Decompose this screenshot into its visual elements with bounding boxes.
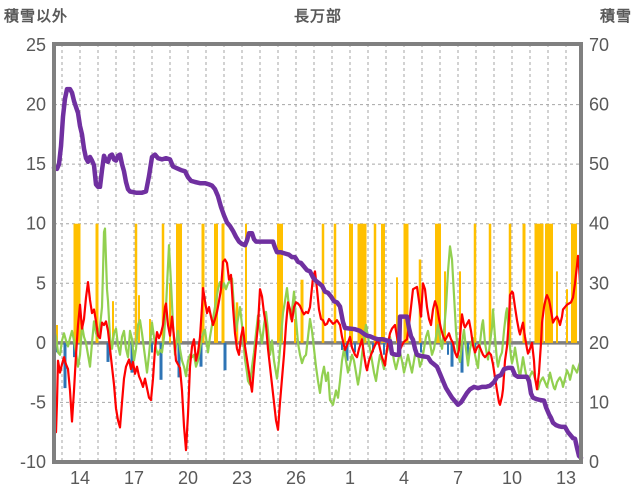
orange-bar bbox=[545, 223, 553, 343]
series-snow-depth bbox=[51, 86, 584, 461]
orange-bar bbox=[488, 223, 492, 343]
left-axis-tick: -10 bbox=[20, 452, 46, 472]
left-axis-tick: -5 bbox=[30, 392, 46, 412]
orange-bar bbox=[56, 324, 58, 343]
x-axis-tick: 26 bbox=[286, 468, 306, 488]
plot-border bbox=[52, 42, 583, 464]
orange-bar bbox=[138, 295, 140, 343]
blue-bar bbox=[460, 342, 464, 373]
orange-bar bbox=[169, 283, 171, 343]
orange-bar bbox=[245, 223, 247, 343]
x-axis-tick: 4 bbox=[399, 468, 409, 488]
blue-bar bbox=[345, 342, 349, 361]
orange-bar bbox=[522, 223, 526, 343]
blue-bar bbox=[354, 342, 356, 353]
orange-bar bbox=[556, 271, 558, 343]
orange-bar bbox=[473, 223, 477, 343]
orange-bar bbox=[566, 289, 568, 343]
blue-bar bbox=[223, 342, 227, 371]
right-axis-tick: 40 bbox=[589, 214, 609, 234]
orange-bar bbox=[344, 324, 346, 343]
blue-bar bbox=[63, 342, 67, 389]
orange-bar bbox=[459, 271, 461, 343]
orange-bar bbox=[508, 223, 512, 343]
blue-bar bbox=[450, 342, 454, 367]
x-axis-tick: 7 bbox=[453, 468, 463, 488]
orange-bar bbox=[321, 223, 325, 343]
series-red-series bbox=[52, 254, 583, 452]
x-axis-tick: 23 bbox=[232, 468, 252, 488]
right-axis-tick: 50 bbox=[589, 154, 609, 174]
right-axis-tick: 70 bbox=[589, 35, 609, 55]
series-green-series bbox=[52, 227, 583, 406]
orange-bar bbox=[294, 319, 296, 343]
x-axis-tick: 1 bbox=[345, 468, 355, 488]
blue-bar bbox=[199, 342, 203, 367]
orange-bar bbox=[95, 223, 99, 343]
orange-bar bbox=[149, 319, 151, 343]
orange-bar bbox=[396, 277, 398, 343]
orange-bar bbox=[373, 223, 377, 343]
orange-bar bbox=[73, 223, 81, 343]
orange-bar bbox=[112, 301, 114, 343]
x-axis-tick: 20 bbox=[178, 468, 198, 488]
left-axis-tick: 0 bbox=[36, 333, 46, 353]
x-axis-tick: 17 bbox=[124, 468, 144, 488]
right-axis-tick: 10 bbox=[589, 392, 609, 412]
blue-bar bbox=[383, 342, 385, 355]
left-axis-tick: 25 bbox=[26, 35, 46, 55]
orange-bar bbox=[201, 223, 205, 343]
left-axis-title: 積雪以外 bbox=[4, 8, 69, 25]
orange-bar bbox=[403, 223, 409, 343]
right-axis-tick: 0 bbox=[589, 452, 599, 472]
orange-bar bbox=[534, 223, 544, 343]
orange-bar bbox=[435, 223, 441, 343]
blue-bar bbox=[341, 342, 343, 351]
orange-bar bbox=[176, 223, 182, 343]
left-axis-tick: 5 bbox=[36, 273, 46, 293]
orange-bar bbox=[214, 223, 218, 343]
orange-bar bbox=[134, 223, 138, 343]
blue-bar bbox=[159, 342, 163, 380]
x-axis-tick: 13 bbox=[556, 468, 576, 488]
left-axis-tick: 15 bbox=[26, 154, 46, 174]
orange-bar bbox=[349, 223, 353, 343]
orange-bar bbox=[333, 223, 337, 343]
orange-bar bbox=[381, 223, 385, 343]
x-axis-tick: 14 bbox=[70, 468, 90, 488]
blue-bar bbox=[151, 342, 153, 353]
blue-bar bbox=[73, 342, 75, 358]
chart-title: 長万部 bbox=[293, 8, 342, 25]
right-axis-tick: 60 bbox=[589, 95, 609, 115]
orange-bar bbox=[357, 223, 367, 343]
blue-bar bbox=[467, 342, 469, 358]
blue-bar bbox=[420, 342, 422, 353]
blue-bar bbox=[177, 342, 181, 378]
blue-bar bbox=[106, 342, 110, 362]
right-axis-tick: 20 bbox=[589, 333, 609, 353]
blue-bar bbox=[130, 342, 134, 373]
left-axis-tick: 10 bbox=[26, 214, 46, 234]
left-axis-tick: 20 bbox=[26, 95, 46, 115]
right-axis-tick: 30 bbox=[589, 273, 609, 293]
orange-bar bbox=[277, 223, 283, 343]
blue-bar bbox=[447, 342, 449, 355]
right-axis-title: 積雪 bbox=[599, 8, 632, 25]
orange-bar bbox=[161, 223, 165, 343]
x-axis-tick: 10 bbox=[502, 468, 522, 488]
